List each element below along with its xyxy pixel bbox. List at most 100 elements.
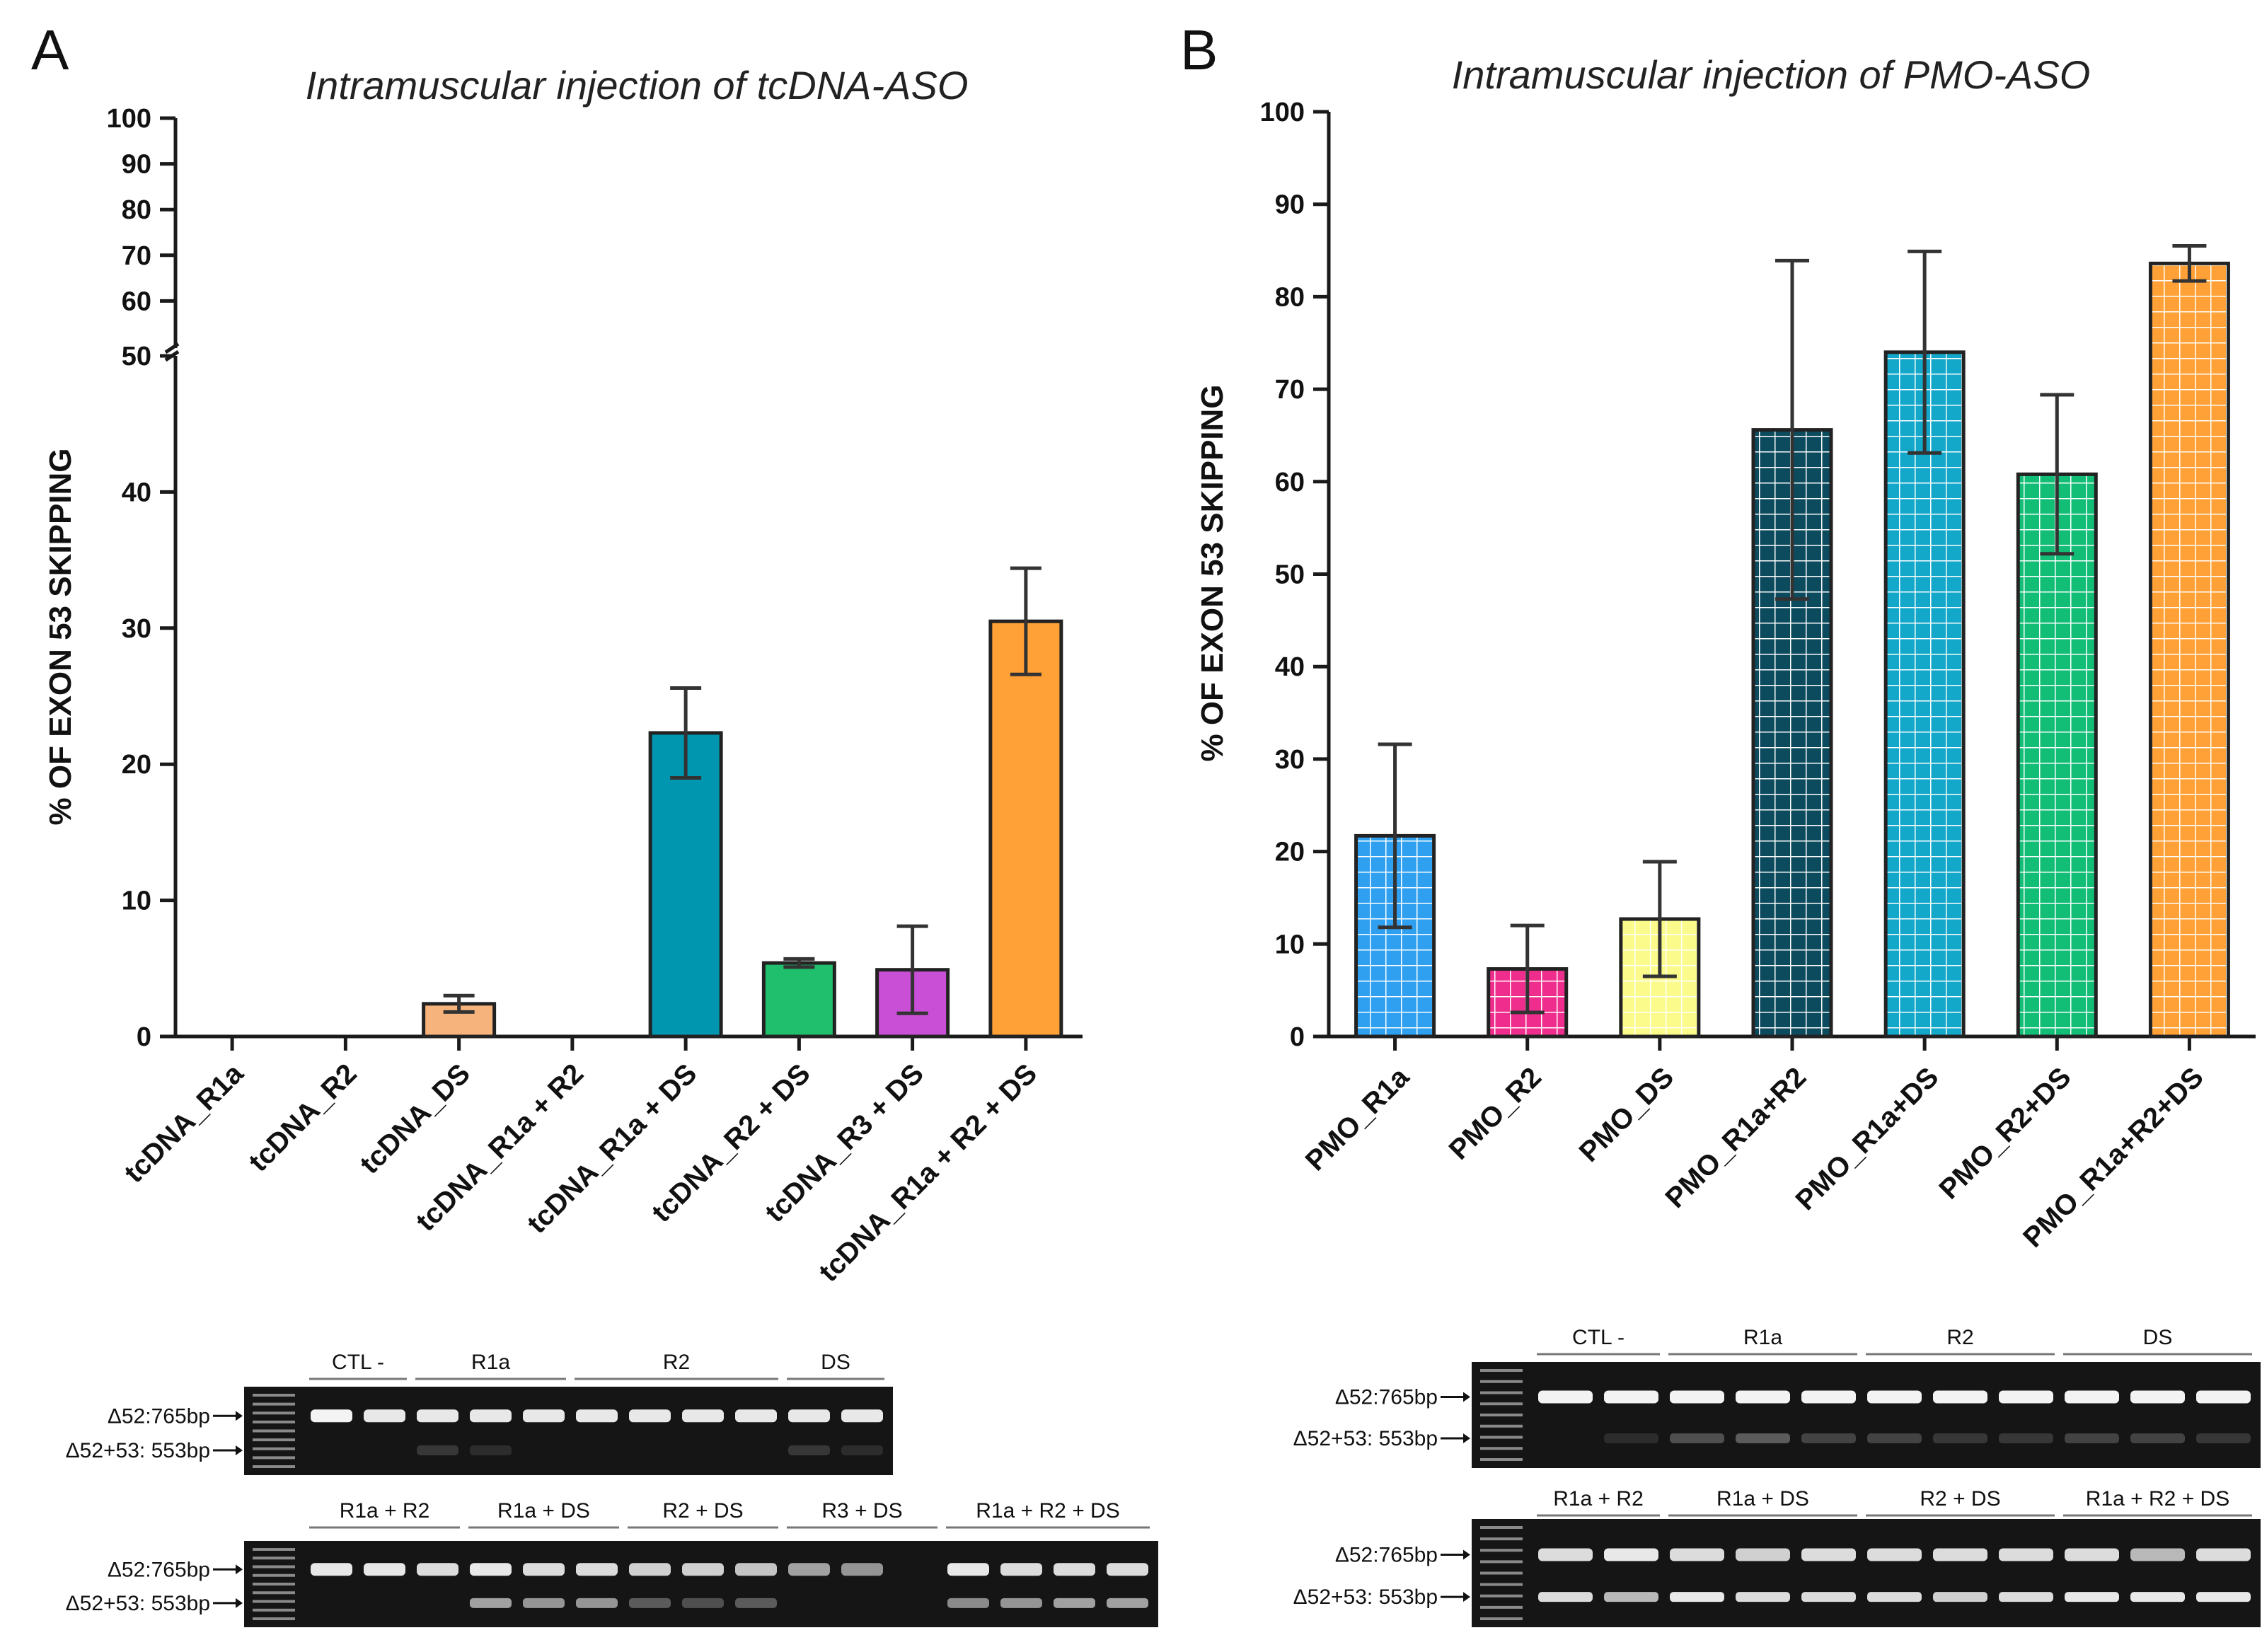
chart-a-bar xyxy=(761,961,836,1039)
gel-band-765 xyxy=(523,1409,565,1423)
gel-band-553 xyxy=(523,1598,565,1608)
gel-ladder-band xyxy=(1480,1560,1523,1564)
gel-ladder-band xyxy=(253,1600,295,1603)
gel-band-765 xyxy=(2196,1390,2251,1404)
chart-a-axis-break-mark xyxy=(164,342,180,354)
gel-band-553 xyxy=(470,1598,512,1608)
chart-b-y-tick-label: 60 xyxy=(1275,468,1305,497)
chart-b-y-tick-label: 0 xyxy=(1290,1022,1305,1052)
gel-band-765 xyxy=(682,1409,724,1423)
gel-band-553 xyxy=(1933,1433,1987,1443)
chart-a-y-tick-label: 80 xyxy=(122,195,151,225)
gel-band-553 xyxy=(2196,1592,2251,1602)
gel-band-765 xyxy=(1604,1548,1658,1561)
panel-letter-b: B xyxy=(1180,18,1218,81)
gel-band-765 xyxy=(523,1563,565,1576)
chart-a-category-label: tcDNA_DS xyxy=(354,1058,476,1180)
gel-band-765 xyxy=(1107,1563,1148,1576)
gel-band-765 xyxy=(629,1563,671,1576)
gel-group-label: R1a xyxy=(471,1351,510,1374)
gel-marker-765: Δ52:765bp xyxy=(1335,1543,1438,1566)
chart-b-y-tick-label: 50 xyxy=(1275,560,1305,590)
gel-band-553 xyxy=(470,1445,512,1455)
gel-ladder-band xyxy=(1480,1402,1523,1406)
gel-ladder-band xyxy=(1480,1458,1523,1461)
gel-band-765 xyxy=(1538,1548,1593,1561)
gel-band-765 xyxy=(1604,1390,1658,1404)
gel-band-765 xyxy=(2130,1548,2185,1561)
gel-group-label: R1a + R2 + DS xyxy=(976,1499,1119,1523)
gel-background xyxy=(244,1387,893,1475)
gel-band-765 xyxy=(1801,1390,1856,1404)
gel-ladder-band xyxy=(253,1548,295,1551)
chart-a-category-label: tcDNA_R1a xyxy=(118,1058,250,1189)
gel-band-553 xyxy=(1670,1592,1724,1602)
gel-band-553 xyxy=(1736,1433,1790,1443)
gel-marker-arrowhead xyxy=(236,1445,243,1455)
gel-band-553 xyxy=(947,1598,989,1608)
chart-b-category-label: PMO_R2+DS xyxy=(1933,1061,2077,1205)
gel-ladder-band xyxy=(1480,1526,1523,1529)
chart-b-category-label: PMO_DS xyxy=(1574,1061,1680,1168)
gel-band-765 xyxy=(841,1563,883,1576)
gel-marker-arrowhead xyxy=(1463,1549,1470,1560)
gel-band-765 xyxy=(1933,1390,1987,1404)
gel-group-label: R1a + R2 xyxy=(340,1499,430,1523)
gel-marker-553: Δ52+53: 553bp xyxy=(1293,1585,1438,1609)
chart-b-ylabel: % OF EXON 53 SKIPPING xyxy=(1195,384,1230,761)
chart-b-y-tick-label: 80 xyxy=(1275,282,1305,312)
gel-marker-553: Δ52+53: 553bp xyxy=(1293,1427,1438,1450)
gel-marker-765: Δ52:765bp xyxy=(108,1558,210,1581)
gel-ladder-band xyxy=(1480,1414,1523,1416)
gel-band-765 xyxy=(1736,1390,1790,1404)
gel-group-label: R2 xyxy=(1946,1326,1973,1349)
gel-ladder-band xyxy=(1480,1617,1523,1620)
gel-band-765 xyxy=(841,1409,883,1423)
gel-ladder-band xyxy=(1480,1571,1523,1575)
gel-band-553 xyxy=(629,1598,671,1608)
gel-marker-arrowhead xyxy=(1463,1392,1470,1402)
gel-a-top: CTL - R1a R2 DS Δ52:765bp Δ52+53: 553bp xyxy=(66,1351,893,1475)
chart-a-y-tick-label: 50 xyxy=(122,342,151,371)
gel-marker-arrowhead xyxy=(1463,1433,1470,1443)
gel-band-765 xyxy=(364,1409,405,1423)
chart-a-y-tick-label: 60 xyxy=(122,287,151,316)
gel-ladder-band xyxy=(253,1402,295,1406)
gel-marker-553: Δ52+53: 553bp xyxy=(66,1439,210,1462)
gel-band-553 xyxy=(1670,1433,1724,1443)
gel-band-765 xyxy=(2065,1390,2119,1404)
chart-a-bars xyxy=(422,566,1063,1039)
chart-b-x-labels: PMO_R1a PMO_R2 PMO_DSPMO_R1a+R2PMO_R1a+DSP… xyxy=(1300,1061,2210,1254)
gel-ladder-band xyxy=(253,1420,295,1423)
chart-b-category-label: PMO_R1a+DS xyxy=(1790,1061,1945,1216)
gel-band-553 xyxy=(417,1445,458,1455)
gel-ladder-band xyxy=(253,1411,295,1415)
gel-band-553 xyxy=(1604,1592,1658,1602)
chart-b-y-tick-label: 100 xyxy=(1260,98,1305,127)
gel-band-765 xyxy=(1538,1390,1593,1404)
gel-band-553 xyxy=(1933,1592,1987,1602)
gel-band-765 xyxy=(1670,1548,1724,1561)
gel-band-765 xyxy=(735,1409,777,1423)
gel-band-553 xyxy=(1999,1433,2053,1443)
gel-group-label: CTL - xyxy=(1572,1326,1625,1349)
chart-a-title: Intramuscular injection of tcDNA-ASO xyxy=(306,63,969,108)
gel-group-label: R1a + R2 + DS xyxy=(2086,1487,2229,1511)
gel-band-765 xyxy=(2196,1548,2251,1561)
gel-group-label: R2 xyxy=(663,1351,690,1374)
gel-background xyxy=(244,1541,1158,1627)
gel-band-765 xyxy=(576,1563,618,1576)
gel-marker-arrowhead xyxy=(236,1411,243,1421)
gel-band-553 xyxy=(1054,1598,1095,1608)
gel-ladder-band xyxy=(1480,1605,1523,1609)
gel-band-553 xyxy=(1999,1592,2053,1602)
chart-a-y-tick-label: 10 xyxy=(122,886,151,916)
chart-a-y-tick-label: 20 xyxy=(122,750,151,780)
gel-band-765 xyxy=(1000,1563,1042,1576)
chart-a-y-tick-label: 70 xyxy=(122,241,151,271)
gel-marker-arrowhead xyxy=(236,1564,243,1575)
gel-ladder-band xyxy=(1480,1447,1523,1450)
gel-ladder-band xyxy=(253,1591,295,1595)
gel-band-765 xyxy=(1801,1548,1856,1561)
